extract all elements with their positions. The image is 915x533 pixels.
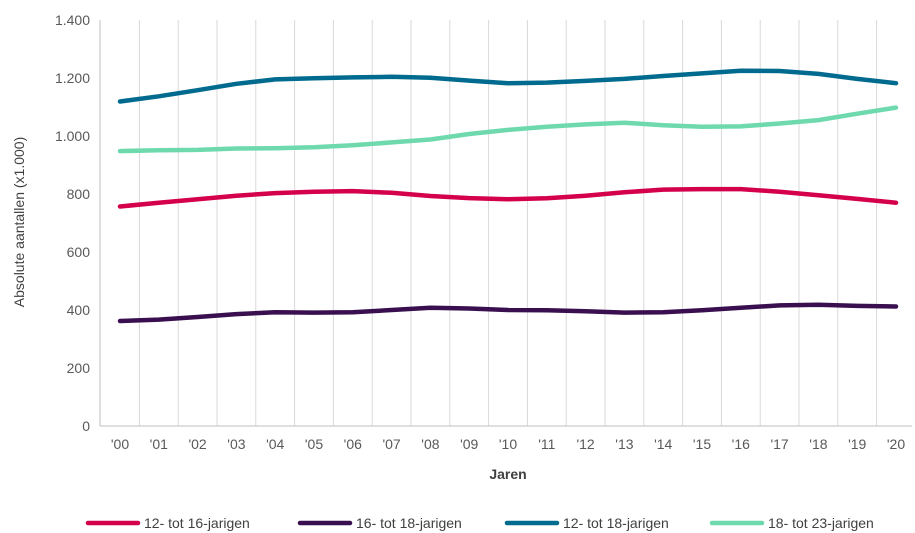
x-tick-label: '07	[382, 436, 400, 452]
y-tick-label: 1.200	[55, 70, 90, 86]
legend-label: 16- tot 18-jarigen	[356, 515, 462, 531]
x-tick-label: '12	[576, 436, 594, 452]
axes	[99, 20, 912, 427]
y-tick-labels: 0 200 400 600 800 1.000 1.200 1.400	[55, 12, 90, 434]
y-tick-label: 1.400	[55, 12, 90, 28]
x-tick-label: '17	[770, 436, 788, 452]
x-tick-label: '10	[499, 436, 517, 452]
y-tick-label: 0	[82, 418, 90, 434]
series-line	[117, 302, 899, 324]
legend-label: 12- tot 16-jarigen	[144, 515, 250, 531]
x-tick-label: '11	[538, 436, 555, 452]
x-tick-label: '00	[111, 436, 129, 452]
x-tick-label: '03	[227, 436, 245, 452]
y-tick-label: 600	[67, 244, 91, 260]
series-line	[117, 105, 899, 154]
series-line	[117, 186, 899, 209]
y-tick-label: 1.000	[55, 128, 90, 144]
x-tick-labels: '00 '01 '02 '03 '04 '05 '06 '07 '08 '09 '10 '11 '12 '…	[111, 436, 905, 452]
x-tick-label: '20	[887, 436, 905, 452]
x-tick-label: '01	[150, 436, 168, 452]
x-tick-label: '04	[266, 436, 284, 452]
x-tick-label: '19	[848, 436, 866, 452]
y-axis-title: Absolute aantallen (x1.000)	[11, 137, 27, 307]
x-tick-label: '16	[732, 436, 750, 452]
x-tick-label: '08	[421, 436, 439, 452]
x-tick-label: '02	[188, 436, 206, 452]
y-tick-label: 800	[67, 186, 91, 202]
x-tick-label: '14	[654, 436, 672, 452]
x-tick-label: '05	[305, 436, 323, 452]
legend-label: 12- tot 18-jarigen	[563, 515, 669, 531]
x-tick-label: '09	[460, 436, 478, 452]
x-tick-label: '15	[693, 436, 711, 452]
x-tick-label: '18	[809, 436, 827, 452]
legend-label: 18- tot 23-jarigen	[768, 515, 874, 531]
y-tick-label: 400	[67, 302, 91, 318]
series-lines	[117, 68, 899, 324]
legend: 12- tot 16-jarigen 16- tot 18-jarigen 12- …	[85, 515, 874, 531]
x-tick-label: '06	[344, 436, 362, 452]
x-axis-title: Jaren	[489, 466, 526, 482]
x-tick-label: '13	[615, 436, 633, 452]
grid-lines	[138, 20, 915, 426]
y-tick-label: 200	[67, 360, 91, 376]
series-line	[117, 68, 899, 104]
